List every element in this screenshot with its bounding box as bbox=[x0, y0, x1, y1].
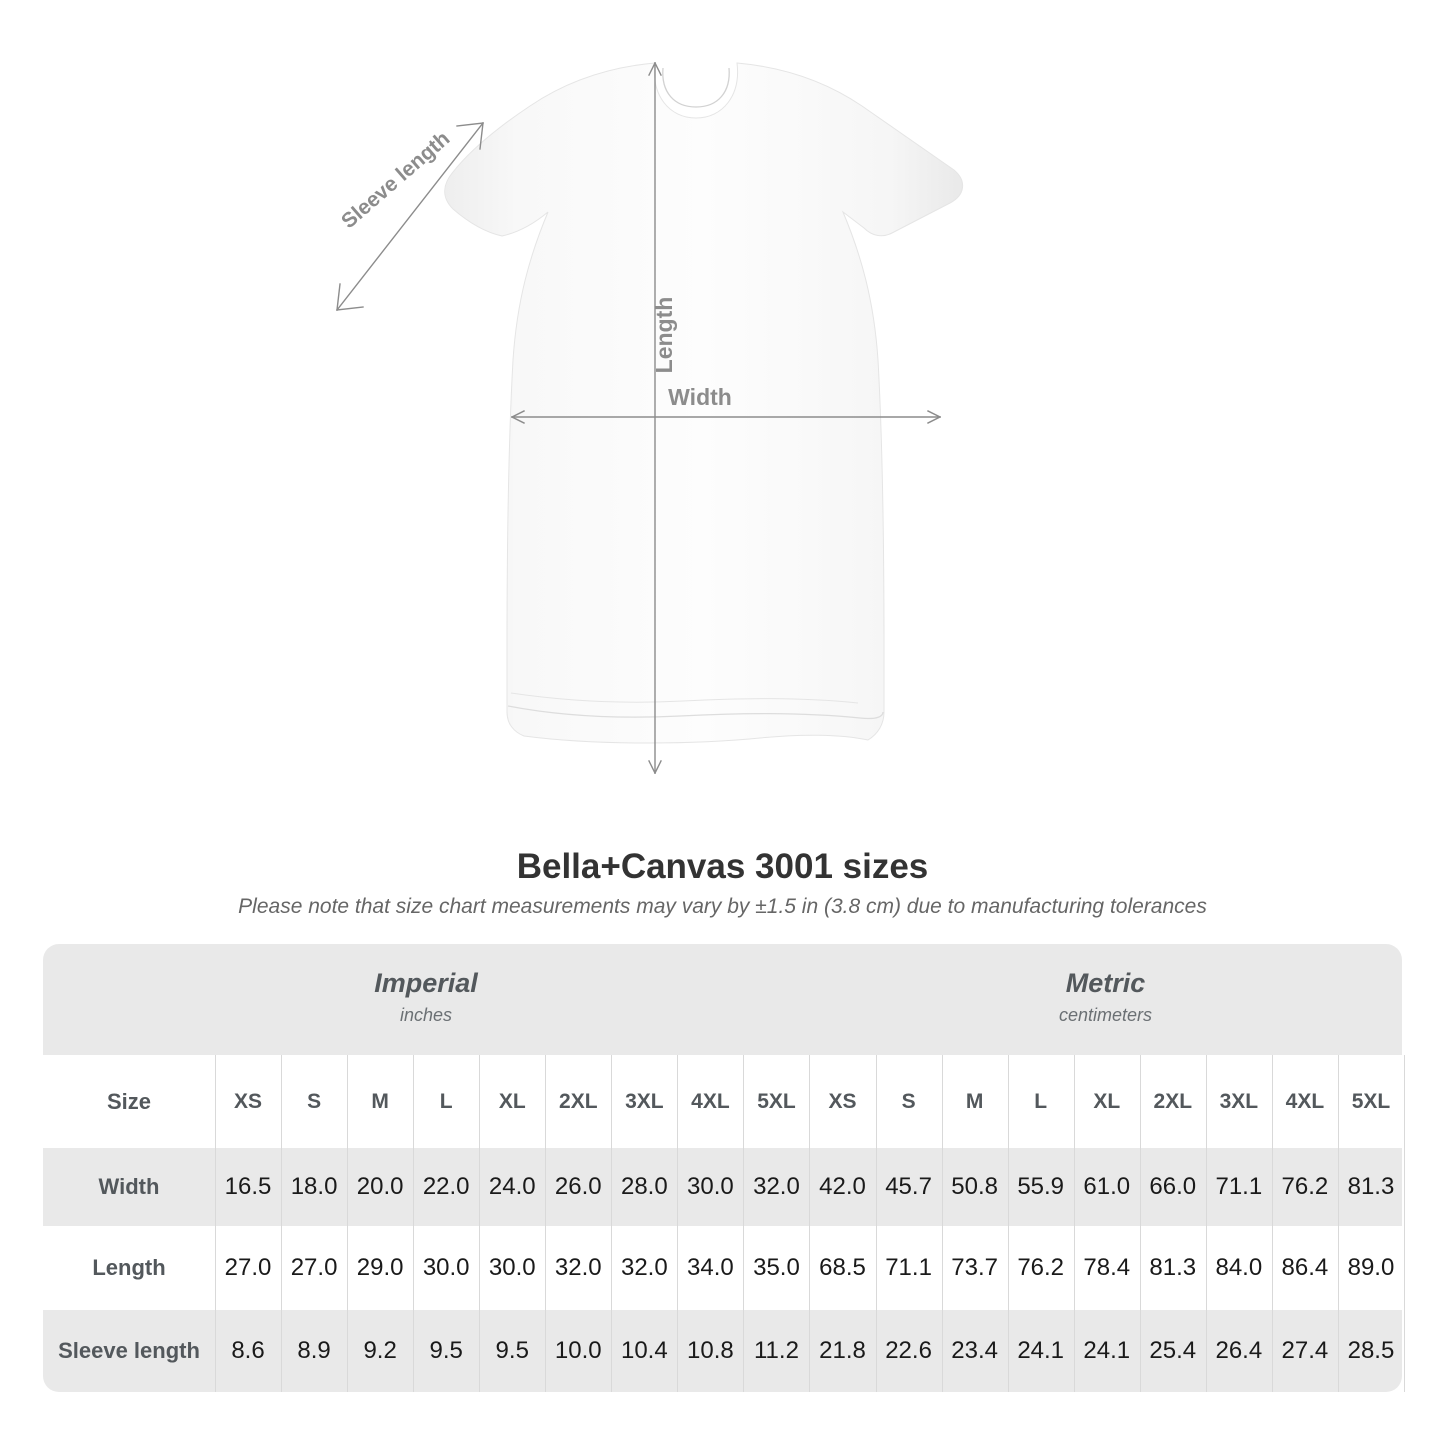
svg-text:Sleeve length: Sleeve length bbox=[337, 127, 454, 233]
svg-text:Length: Length bbox=[651, 297, 677, 374]
svg-text:Width: Width bbox=[668, 384, 732, 410]
